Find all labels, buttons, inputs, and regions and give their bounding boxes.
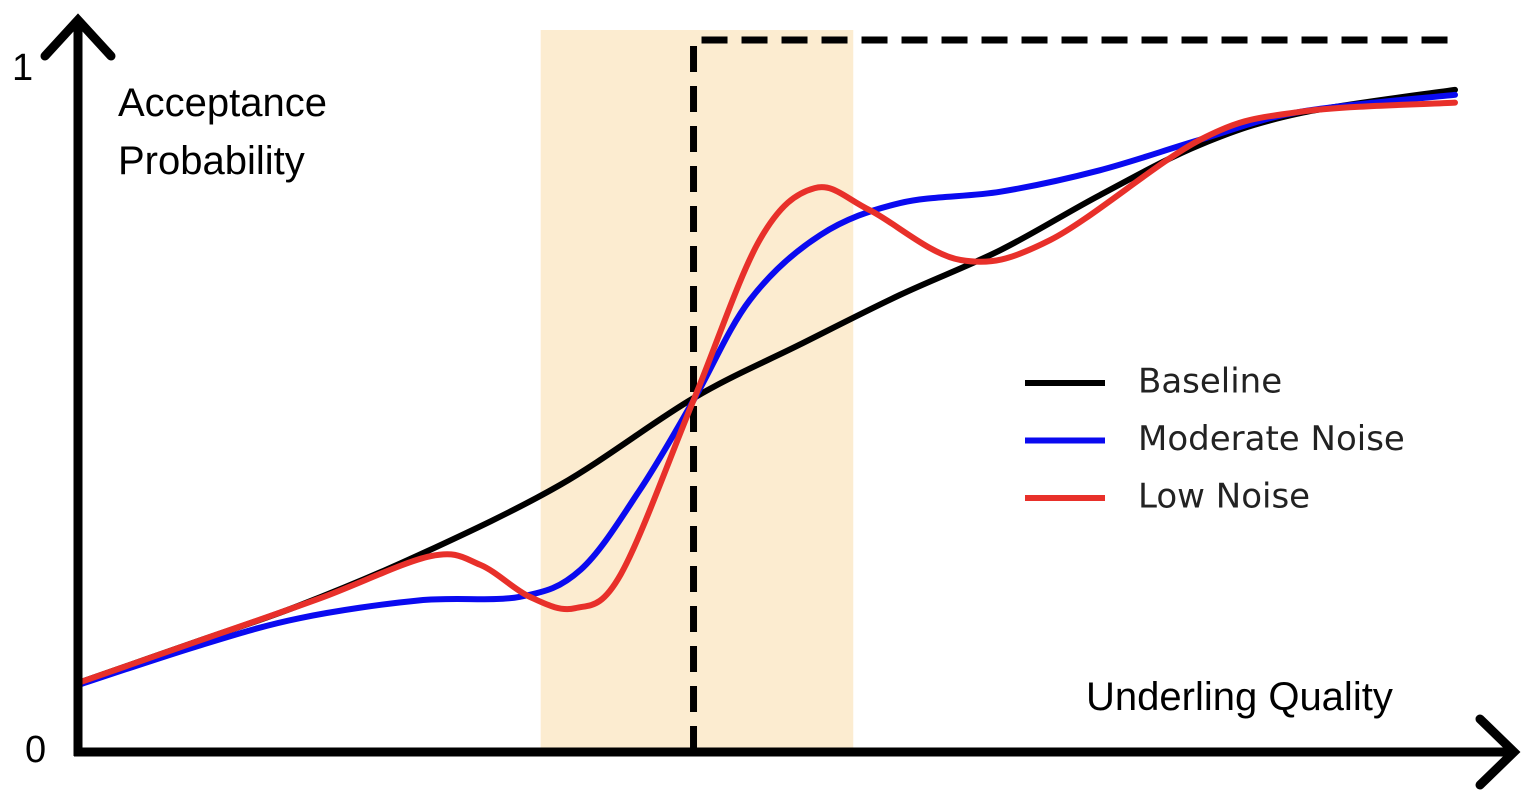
legend-label: Low Noise <box>1138 477 1310 517</box>
legend-label: Baseline <box>1138 362 1282 402</box>
x-axis-label: Underling Quality <box>1086 675 1393 719</box>
y-tick-label: 0 <box>25 729 46 771</box>
y-tick-label: 1 <box>12 47 33 89</box>
series-line <box>75 99 1458 686</box>
legend-label: Moderate Noise <box>1138 419 1405 459</box>
threshold-step <box>690 36 1450 752</box>
series-line <box>75 91 1458 689</box>
x-axis-arrow <box>1475 714 1521 790</box>
y-axis-label: Acceptance Probability <box>118 81 328 183</box>
y-axis-arrow <box>40 13 116 61</box>
